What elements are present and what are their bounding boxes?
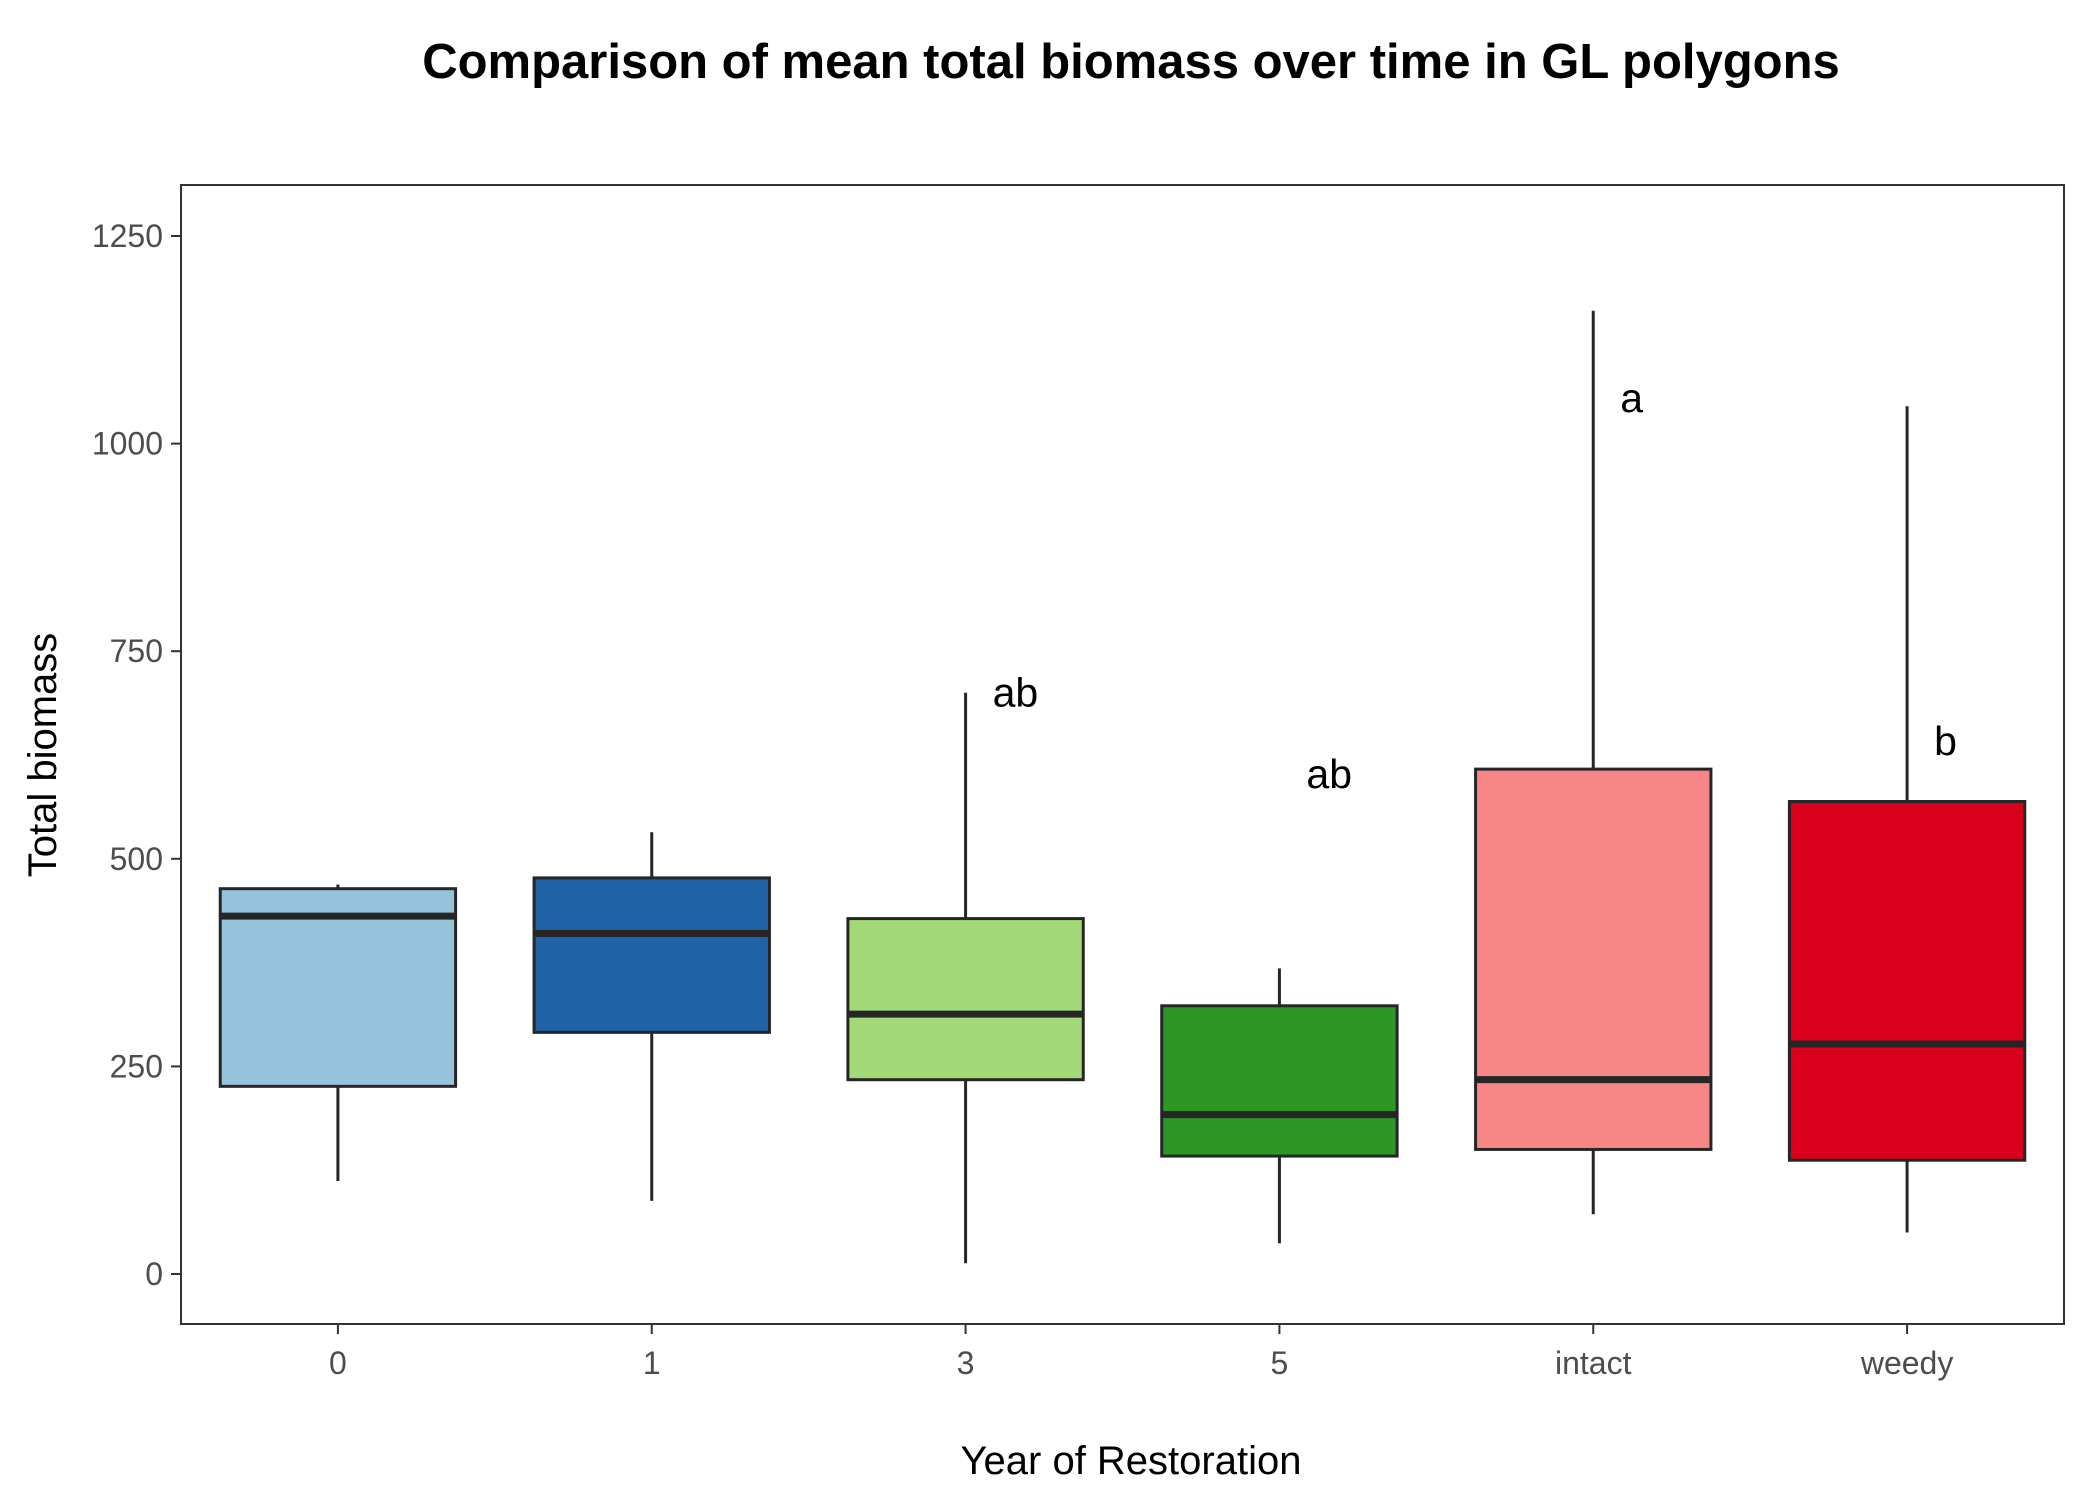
y-tick-label: 1250 xyxy=(92,218,163,254)
x-tick-label: weedy xyxy=(1860,1345,1954,1381)
y-tick-label: 750 xyxy=(110,633,163,669)
box-group-1 xyxy=(532,832,771,1201)
box-iqr xyxy=(218,887,458,1088)
y-tick-label: 500 xyxy=(110,841,163,877)
chart-title: Comparison of mean total biomass over ti… xyxy=(422,35,1840,89)
box-iqr xyxy=(1787,800,2027,1162)
plot-panel-border xyxy=(180,184,2065,1325)
box-iqr xyxy=(846,917,1085,1082)
box-iqr xyxy=(1160,1004,1399,1158)
boxes-layer xyxy=(218,310,2027,1264)
x-axis-title: Year of Restoration xyxy=(961,1439,1302,1483)
box-group-0 xyxy=(218,884,458,1181)
significance-label: ab xyxy=(993,670,1039,716)
box-group-5 xyxy=(1160,968,1399,1244)
y-tick-label: 1000 xyxy=(92,426,163,462)
significance-label: ab xyxy=(1306,751,1352,797)
x-axis: 0 1 3 5 intact weedy xyxy=(329,1324,1953,1381)
box-iqr xyxy=(532,876,771,1034)
box-group-3 xyxy=(846,692,1085,1264)
y-axis: 0 250 500 750 1000 1250 xyxy=(92,218,181,1292)
y-axis-title: Total biomass xyxy=(21,633,65,878)
x-tick-label: 5 xyxy=(1271,1345,1289,1381)
box-iqr xyxy=(1474,767,1713,1151)
box-group-weedy xyxy=(1787,406,2027,1233)
y-tick-label: 0 xyxy=(145,1256,163,1292)
x-tick-label: 3 xyxy=(957,1345,975,1381)
box-group-intact xyxy=(1474,310,1713,1215)
significance-label: b xyxy=(1934,718,1957,764)
x-tick-label: intact xyxy=(1555,1345,1632,1381)
x-tick-label: 1 xyxy=(643,1345,661,1381)
y-tick-label: 250 xyxy=(110,1048,163,1084)
significance-label: a xyxy=(1620,375,1643,421)
x-tick-label: 0 xyxy=(329,1345,347,1381)
